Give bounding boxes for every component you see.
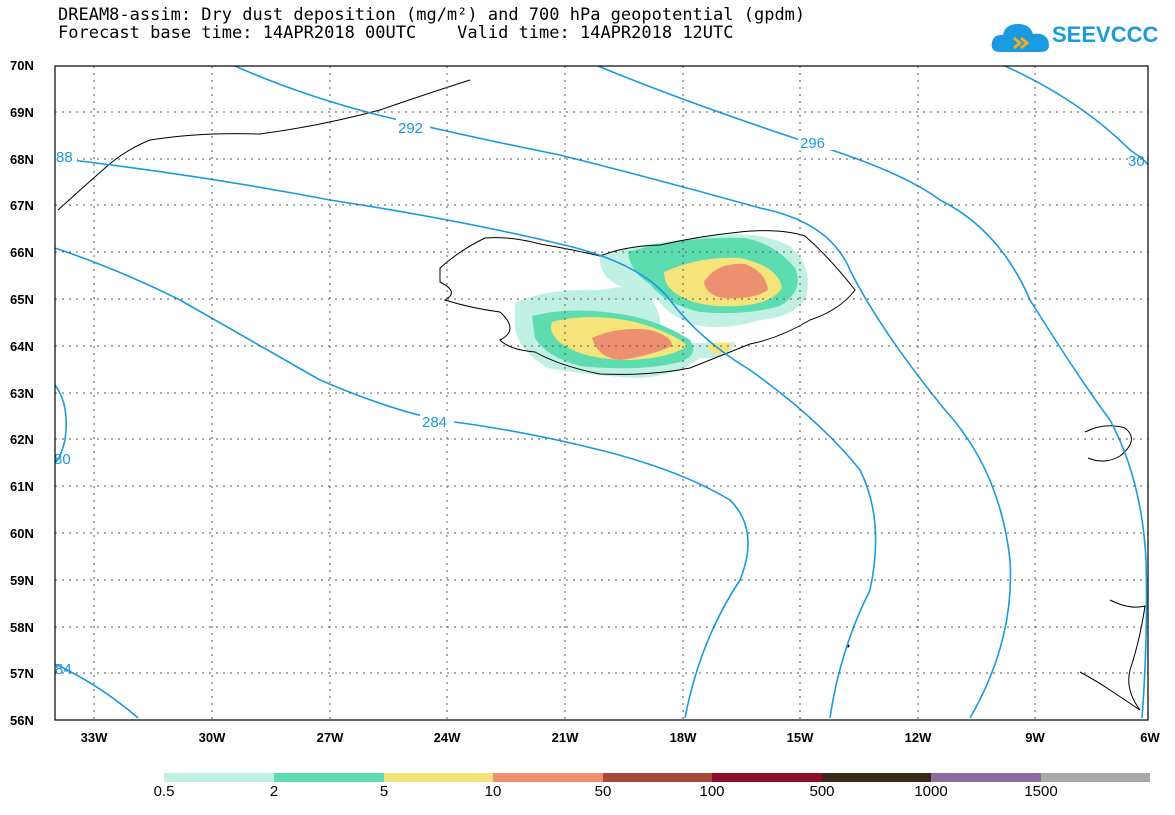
lon-label: 18W (670, 730, 697, 745)
colorbar-label: 50 (594, 783, 612, 800)
chart-subtitle-times: Forecast base time: 14APR2018 00UTC Vali… (58, 23, 734, 43)
colorbar-label: 1500 (1024, 783, 1058, 800)
latitude-labels: 70N 69N 68N 67N 66N 65N 64N 63N 62N 61N … (10, 58, 34, 728)
contour-288 (54, 157, 877, 719)
lon-label: 6W (1140, 730, 1160, 745)
colorbar-segment (164, 773, 274, 782)
colorbar-label: 10 (484, 783, 502, 800)
contour-300 (1004, 65, 1149, 166)
colorbar-label: 500 (809, 783, 835, 800)
contour-label: 88 (56, 149, 73, 166)
contour-280 (54, 384, 68, 463)
lat-label: 56N (10, 713, 34, 728)
lon-label: 27W (317, 730, 344, 745)
colorbar-segment (603, 773, 712, 782)
colorbar-label: 100 (699, 783, 725, 800)
colorbar-segment (1041, 773, 1150, 782)
contour-label: 292 (398, 120, 423, 137)
lon-label: 9W (1025, 730, 1045, 745)
longitude-labels: 33W 30W 27W 24W 21W 18W 15W 12W 9W 6W (81, 730, 1161, 745)
cloud-icon (991, 24, 1049, 52)
colorbar-segment (822, 773, 931, 782)
lat-label: 65N (10, 292, 34, 307)
colorbar-label: 1000 (914, 783, 948, 800)
lat-label: 59N (10, 573, 34, 588)
map-frame (54, 65, 1149, 721)
lat-label: 58N (10, 620, 34, 635)
contour-label: 30 (1128, 153, 1145, 170)
graticule (55, 66, 1148, 720)
coastlines (57, 79, 1146, 711)
lat-label: 60N (10, 526, 34, 541)
colorbar-segment (931, 773, 1041, 782)
contour-label: 296 (800, 135, 825, 152)
contour-284-b (54, 663, 139, 719)
contour-label: 284 (422, 414, 447, 431)
colorbar-segment (493, 773, 603, 782)
colorbar-label: 0.5 (153, 783, 175, 800)
contour-label: 80 (54, 451, 71, 468)
geopotential-contours (54, 65, 1149, 719)
contour-labels: 292 296 30 88 284 80 84 (54, 118, 1145, 678)
lat-label: 57N (10, 666, 34, 681)
chart-title: DREAM8-assim: Dry dust deposition (mg/m²… (58, 5, 806, 25)
logo-text: SEEVCCC (1052, 22, 1159, 47)
dust-deposition-shading (515, 234, 808, 378)
colorbar-segment (712, 773, 822, 782)
lat-label: 62N (10, 432, 34, 447)
contour-284 (54, 247, 749, 719)
lon-label: 21W (552, 730, 579, 745)
seevccc-logo: SEEVCCC (990, 18, 1158, 62)
contour-296 (597, 65, 1148, 719)
lon-label: 30W (199, 730, 226, 745)
lon-label: 24W (434, 730, 461, 745)
colorbar (164, 773, 1150, 782)
lat-label: 64N (10, 339, 34, 354)
lat-label: 66N (10, 245, 34, 260)
colorbar-label: 5 (379, 783, 389, 800)
contour-label: 84 (55, 661, 72, 678)
colorbar-segment (384, 773, 493, 782)
lat-label: 68N (10, 152, 34, 167)
lat-label: 69N (10, 105, 34, 120)
lat-label: 63N (10, 386, 34, 401)
lon-label: 33W (81, 730, 108, 745)
colorbar-label: 2 (269, 783, 279, 800)
colorbar-segment (274, 773, 384, 782)
lat-label: 70N (10, 58, 34, 73)
lon-label: 12W (905, 730, 932, 745)
lat-label: 61N (10, 479, 34, 494)
lat-label: 67N (10, 198, 34, 213)
lon-label: 15W (787, 730, 814, 745)
